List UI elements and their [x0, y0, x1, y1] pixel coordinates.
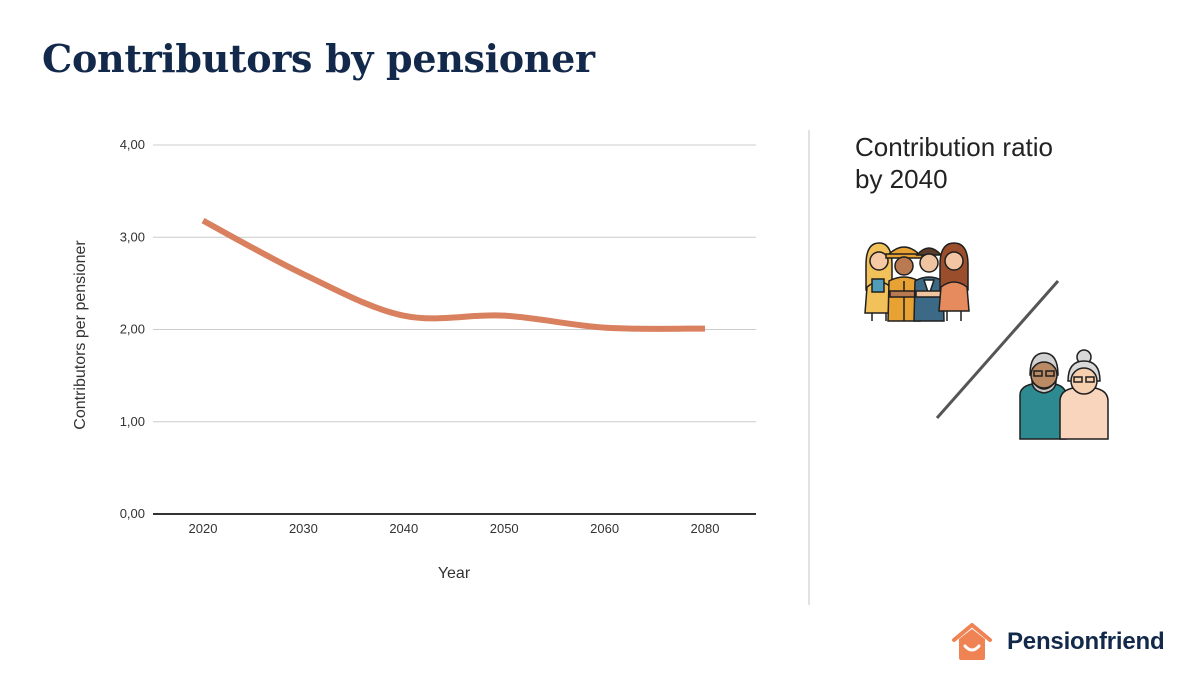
page-title: Contributors by pensioner [42, 36, 595, 81]
y-tick-label: 1,00 [120, 414, 145, 429]
x-tick-label: 2050 [490, 521, 519, 536]
section-divider [808, 130, 810, 605]
y-tick-label: 0,00 [120, 506, 145, 521]
workers-group-icon [864, 242, 970, 322]
series-line [201, 217, 706, 332]
pensioners-couple-icon [1019, 349, 1109, 440]
ratio-illustration [864, 242, 1109, 440]
brand: Pensionfriend [951, 622, 1165, 662]
ratio-title-line-1: Contribution ratio [855, 132, 1053, 162]
x-tick-label: 2040 [389, 521, 418, 536]
y-tick-label: 4,00 [120, 137, 145, 152]
y-tick-label: 3,00 [120, 229, 145, 244]
y-tick-label: 2,00 [120, 322, 145, 337]
ratio-title: Contribution ratio by 2040 [855, 131, 1155, 195]
brand-name: Pensionfriend [1007, 628, 1165, 655]
x-tick-label: 2020 [189, 521, 218, 536]
x-tick-label: 2030 [289, 521, 318, 536]
x-axis-label: Year [438, 565, 471, 582]
ratio-title-line-2: by 2040 [855, 164, 948, 194]
y-axis-label: Contributors per pensioner [72, 240, 89, 430]
house-smile-icon [952, 623, 992, 660]
x-tick-label: 2080 [691, 521, 720, 536]
x-tick-label: 2060 [590, 521, 619, 536]
line-chart: 0,00 1,00 2,00 3,00 4,00 2020 2030 2040 2050 206… [72, 137, 756, 582]
ratio-slash-icon [935, 280, 1060, 419]
